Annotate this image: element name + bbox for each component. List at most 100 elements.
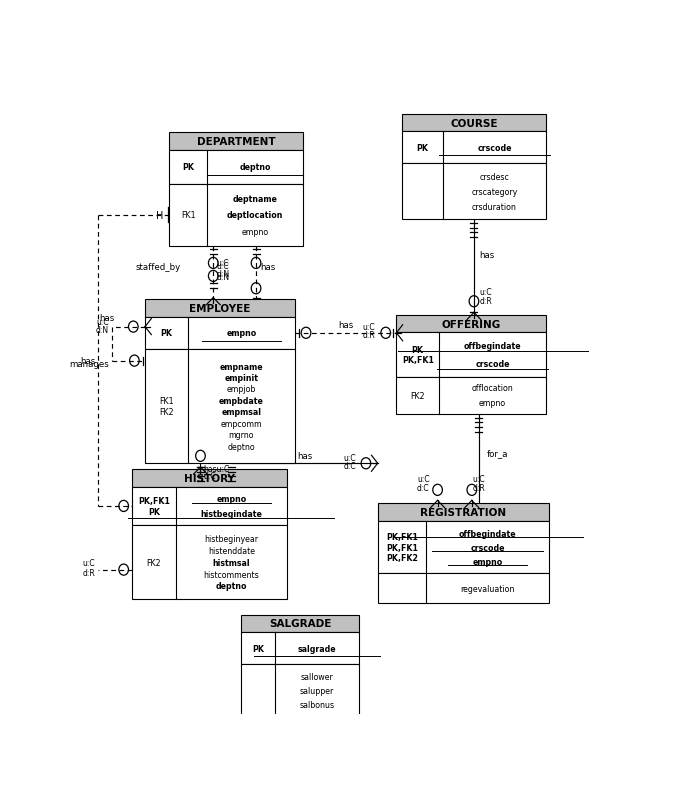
Text: empno: empno <box>479 399 506 407</box>
Text: offlocation: offlocation <box>472 384 513 393</box>
Bar <box>377 521 549 573</box>
Text: PK,FK1
PK,FK1
PK,FK2: PK,FK1 PK,FK1 PK,FK2 <box>386 533 418 562</box>
Text: histmsal: histmsal <box>213 558 250 567</box>
Text: has: has <box>338 321 353 330</box>
Text: crsduration: crsduration <box>472 202 517 211</box>
Text: PK,FK1
PK: PK,FK1 PK <box>138 496 170 516</box>
Text: PK: PK <box>416 144 428 152</box>
Text: salbonus: salbonus <box>299 700 335 709</box>
Text: d:R: d:R <box>480 296 492 305</box>
Text: empmsal: empmsal <box>221 407 262 417</box>
Text: has: has <box>480 251 495 260</box>
Text: crscategory: crscategory <box>471 188 518 196</box>
Text: u:C: u:C <box>83 558 95 567</box>
Text: FK1
FK2: FK1 FK2 <box>159 397 174 416</box>
Text: deptname: deptname <box>233 194 277 204</box>
Bar <box>402 132 546 164</box>
Text: d:C: d:C <box>203 472 216 480</box>
Text: u:C: u:C <box>97 318 109 326</box>
Bar <box>145 318 295 350</box>
Bar <box>169 133 303 151</box>
Text: u:C
d:N: u:C d:N <box>217 259 230 278</box>
Bar <box>402 115 546 132</box>
Text: histcomments: histcomments <box>204 570 259 579</box>
Bar <box>132 525 287 600</box>
Text: crsdesc: crsdesc <box>480 172 509 181</box>
Bar <box>402 164 546 220</box>
Bar <box>396 377 546 415</box>
Bar <box>169 184 303 246</box>
Text: deptno: deptno <box>239 163 270 172</box>
Text: REGISTRATION: REGISTRATION <box>420 508 506 517</box>
Text: COURSE: COURSE <box>450 119 497 128</box>
Text: PK: PK <box>252 644 264 653</box>
Text: sallower: sallower <box>301 672 333 681</box>
Bar <box>396 333 546 377</box>
Text: FK2: FK2 <box>411 391 425 400</box>
Text: DEPARTMENT: DEPARTMENT <box>197 137 275 147</box>
Bar <box>396 315 546 333</box>
Bar <box>169 151 303 184</box>
Text: u:C: u:C <box>344 453 356 462</box>
Text: offbegindate: offbegindate <box>464 342 522 350</box>
Text: histbegindate: histbegindate <box>200 509 262 518</box>
Text: u:C: u:C <box>362 322 375 332</box>
Text: crscode: crscode <box>471 543 505 552</box>
Text: H: H <box>157 210 164 221</box>
Text: d:N: d:N <box>96 325 109 334</box>
Text: SALGRADE: SALGRADE <box>269 618 331 629</box>
Text: histbeginyear: histbeginyear <box>204 534 258 543</box>
Text: d:C: d:C <box>344 462 356 471</box>
Text: hasu:C: hasu:C <box>203 464 229 473</box>
Text: empname: empname <box>219 362 263 371</box>
Text: OFFERING: OFFERING <box>442 319 501 329</box>
Text: empno: empno <box>226 329 257 338</box>
Bar <box>132 487 287 525</box>
Text: d:R: d:R <box>362 330 375 340</box>
Text: crscode: crscode <box>475 359 510 368</box>
Text: histenddate: histenddate <box>208 546 255 555</box>
Text: PK: PK <box>160 329 172 338</box>
Bar <box>145 300 295 318</box>
Text: empjob: empjob <box>226 385 256 394</box>
Text: staffed_by: staffed_by <box>136 262 181 272</box>
Text: empno: empno <box>216 494 246 503</box>
Text: has: has <box>260 262 275 272</box>
Text: empbdate: empbdate <box>219 396 264 405</box>
Text: u:C
d:N: u:C d:N <box>217 262 230 282</box>
Text: PK: PK <box>182 163 194 172</box>
Text: u:C: u:C <box>473 475 486 484</box>
Text: u:C: u:C <box>417 475 430 484</box>
Bar <box>377 573 549 603</box>
Text: for_a: for_a <box>486 448 509 457</box>
Bar <box>377 504 549 521</box>
Text: salgrade: salgrade <box>297 644 336 653</box>
Text: FK1: FK1 <box>181 211 195 220</box>
Bar <box>241 664 359 717</box>
Text: mgrno: mgrno <box>228 431 254 439</box>
Text: salupper: salupper <box>299 687 334 695</box>
Text: d:C: d:C <box>417 484 430 492</box>
Text: empinit: empinit <box>224 374 258 383</box>
Text: manages: manages <box>70 360 109 369</box>
Text: deptlocation: deptlocation <box>227 211 283 220</box>
Text: EMPLOYEE: EMPLOYEE <box>189 304 250 314</box>
Text: deptno: deptno <box>215 581 247 591</box>
Text: crscode: crscode <box>477 144 512 152</box>
Text: u:C: u:C <box>480 287 492 297</box>
Text: has: has <box>80 356 95 366</box>
Text: regevaluation: regevaluation <box>460 584 515 593</box>
Text: has: has <box>297 452 313 460</box>
Text: d:R: d:R <box>473 484 486 492</box>
Bar <box>241 632 359 664</box>
Bar <box>145 350 295 464</box>
Text: empno: empno <box>473 557 503 566</box>
Bar <box>132 470 287 487</box>
Text: has: has <box>99 314 115 322</box>
Text: d:R: d:R <box>83 568 95 577</box>
Text: offbegindate: offbegindate <box>459 529 516 538</box>
Text: HISTORY: HISTORY <box>184 473 235 484</box>
Text: empno: empno <box>241 228 268 237</box>
Text: PK
PK,FK1: PK PK,FK1 <box>402 346 434 365</box>
Text: empcomm: empcomm <box>221 419 262 428</box>
